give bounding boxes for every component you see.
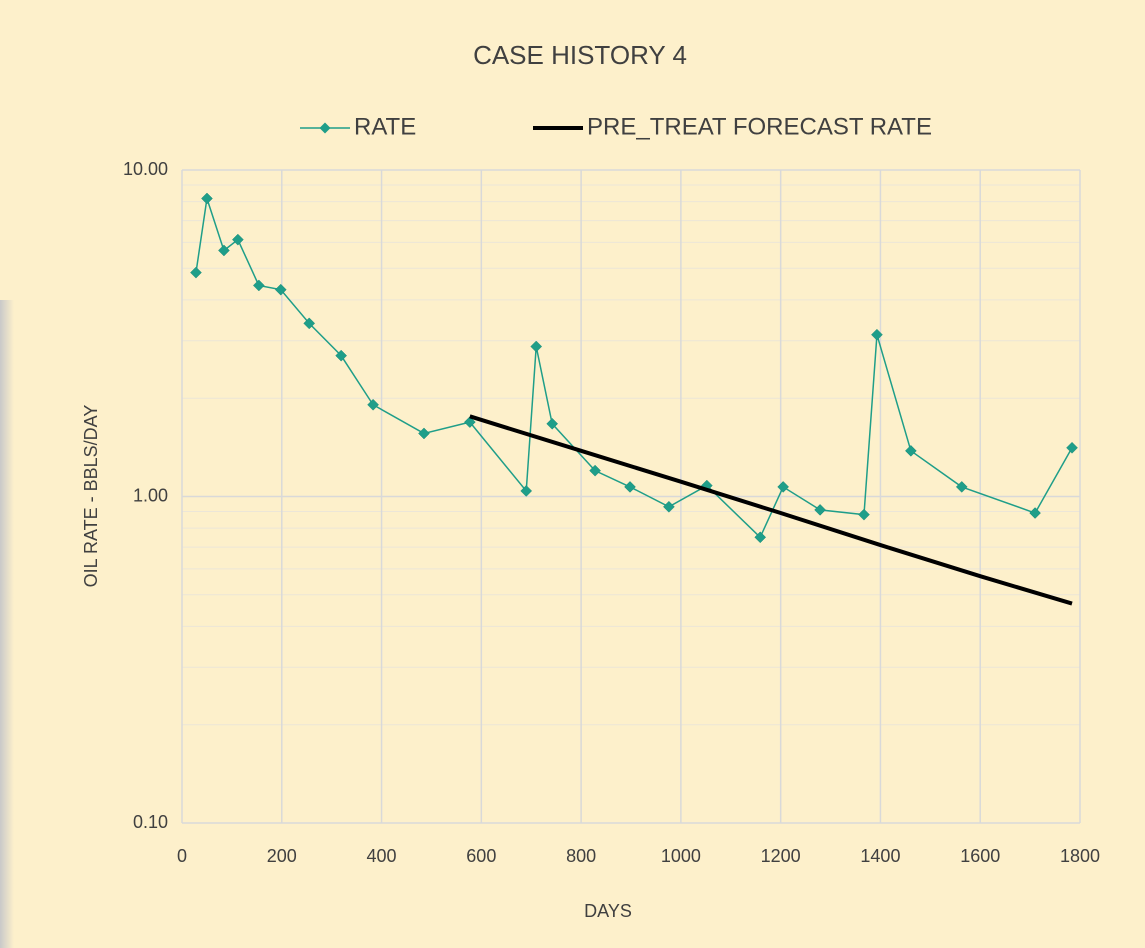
x-tick-label: 400: [367, 846, 397, 866]
x-tick-label: 1800: [1060, 846, 1100, 866]
marker: [464, 416, 476, 428]
y-tick-label: 1.00: [133, 485, 168, 505]
marker: [367, 398, 379, 411]
marker: [871, 328, 883, 341]
x-axis-title: DAYS: [584, 901, 632, 921]
marker: [754, 531, 767, 544]
x-tick-label: 1400: [860, 846, 900, 866]
x-tick-label: 200: [267, 846, 297, 866]
marker: [335, 349, 347, 362]
marker: [201, 192, 213, 205]
y-tick-label: 10.00: [123, 159, 168, 179]
marker: [520, 485, 533, 497]
x-tick-label: 0: [177, 846, 187, 866]
x-tick-label: 600: [466, 846, 496, 866]
marker: [418, 427, 430, 440]
marker: [589, 464, 601, 477]
y-axis-title: OIL RATE - BBLS/DAY: [81, 405, 101, 588]
y-tick-label: 0.10: [133, 812, 168, 832]
marker: [858, 508, 870, 521]
legend-label: PRE_TREAT FORECAST RATE: [587, 113, 932, 140]
marker: [546, 417, 559, 430]
marker: [814, 504, 826, 516]
marker: [303, 317, 316, 330]
marker: [905, 444, 917, 457]
marker: [190, 266, 202, 279]
marker: [530, 340, 543, 353]
chart-title: CASE HISTORY 4: [473, 40, 687, 70]
legend-label: RATE: [354, 113, 416, 140]
marker: [1066, 441, 1078, 454]
marker: [955, 481, 968, 493]
legend-marker: [319, 122, 331, 134]
marker: [252, 279, 265, 292]
x-tick-label: 1600: [960, 846, 1000, 866]
edge-shadow: [0, 300, 14, 948]
x-tick-label: 1200: [761, 846, 801, 866]
marker: [663, 500, 675, 513]
marker: [777, 481, 790, 493]
marker: [624, 481, 636, 493]
series-line: [469, 414, 1073, 606]
marker: [1029, 507, 1041, 519]
x-tick-label: 1000: [661, 846, 701, 866]
marker: [218, 244, 230, 257]
marker: [232, 233, 244, 246]
marker: [274, 283, 287, 296]
x-tick-label: 800: [566, 846, 596, 866]
